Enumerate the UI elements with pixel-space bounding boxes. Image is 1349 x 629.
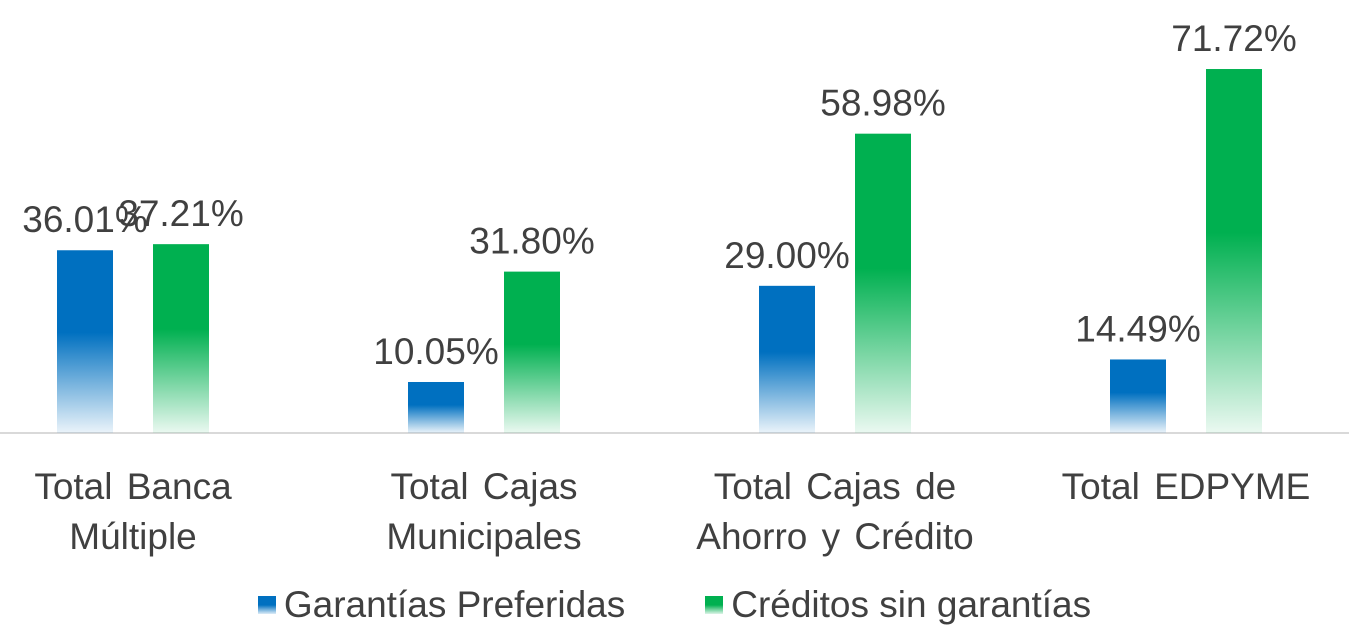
bar bbox=[57, 250, 113, 433]
data-label: 10.05% bbox=[373, 331, 499, 372]
bar bbox=[504, 271, 560, 433]
legend-label: Créditos sin garantías bbox=[731, 584, 1092, 625]
data-label: 31.80% bbox=[469, 221, 595, 262]
data-label: 37.21% bbox=[118, 193, 244, 234]
bar bbox=[153, 244, 209, 433]
bar bbox=[408, 381, 464, 433]
x-tick-label: Total Cajas Municipales bbox=[386, 466, 582, 557]
data-label: 29.00% bbox=[724, 235, 850, 276]
bar bbox=[1110, 359, 1166, 433]
bar bbox=[759, 285, 815, 433]
legend-item: Garantías Preferidas bbox=[257, 584, 626, 626]
bar bbox=[855, 133, 911, 433]
data-label: 58.98% bbox=[820, 83, 946, 124]
data-label: 71.72% bbox=[1171, 18, 1297, 59]
bar bbox=[1206, 69, 1262, 434]
x-tick-label: Total Cajas de Ahorro y Crédito bbox=[696, 466, 974, 557]
legend-swatch bbox=[705, 596, 724, 614]
data-label: 36.01% bbox=[22, 199, 148, 240]
x-tick-label: Total Banca Múltiple bbox=[34, 466, 232, 557]
legend-label: Garantías Preferidas bbox=[283, 584, 626, 625]
x-tick-label: Total EDPYME bbox=[1061, 466, 1311, 507]
legend-item: Créditos sin garantías bbox=[705, 584, 1091, 626]
data-label: 14.49% bbox=[1075, 308, 1201, 349]
legend: Garantías Preferidas Créditos sin garantí… bbox=[0, 584, 1349, 626]
legend-swatch bbox=[257, 596, 276, 614]
